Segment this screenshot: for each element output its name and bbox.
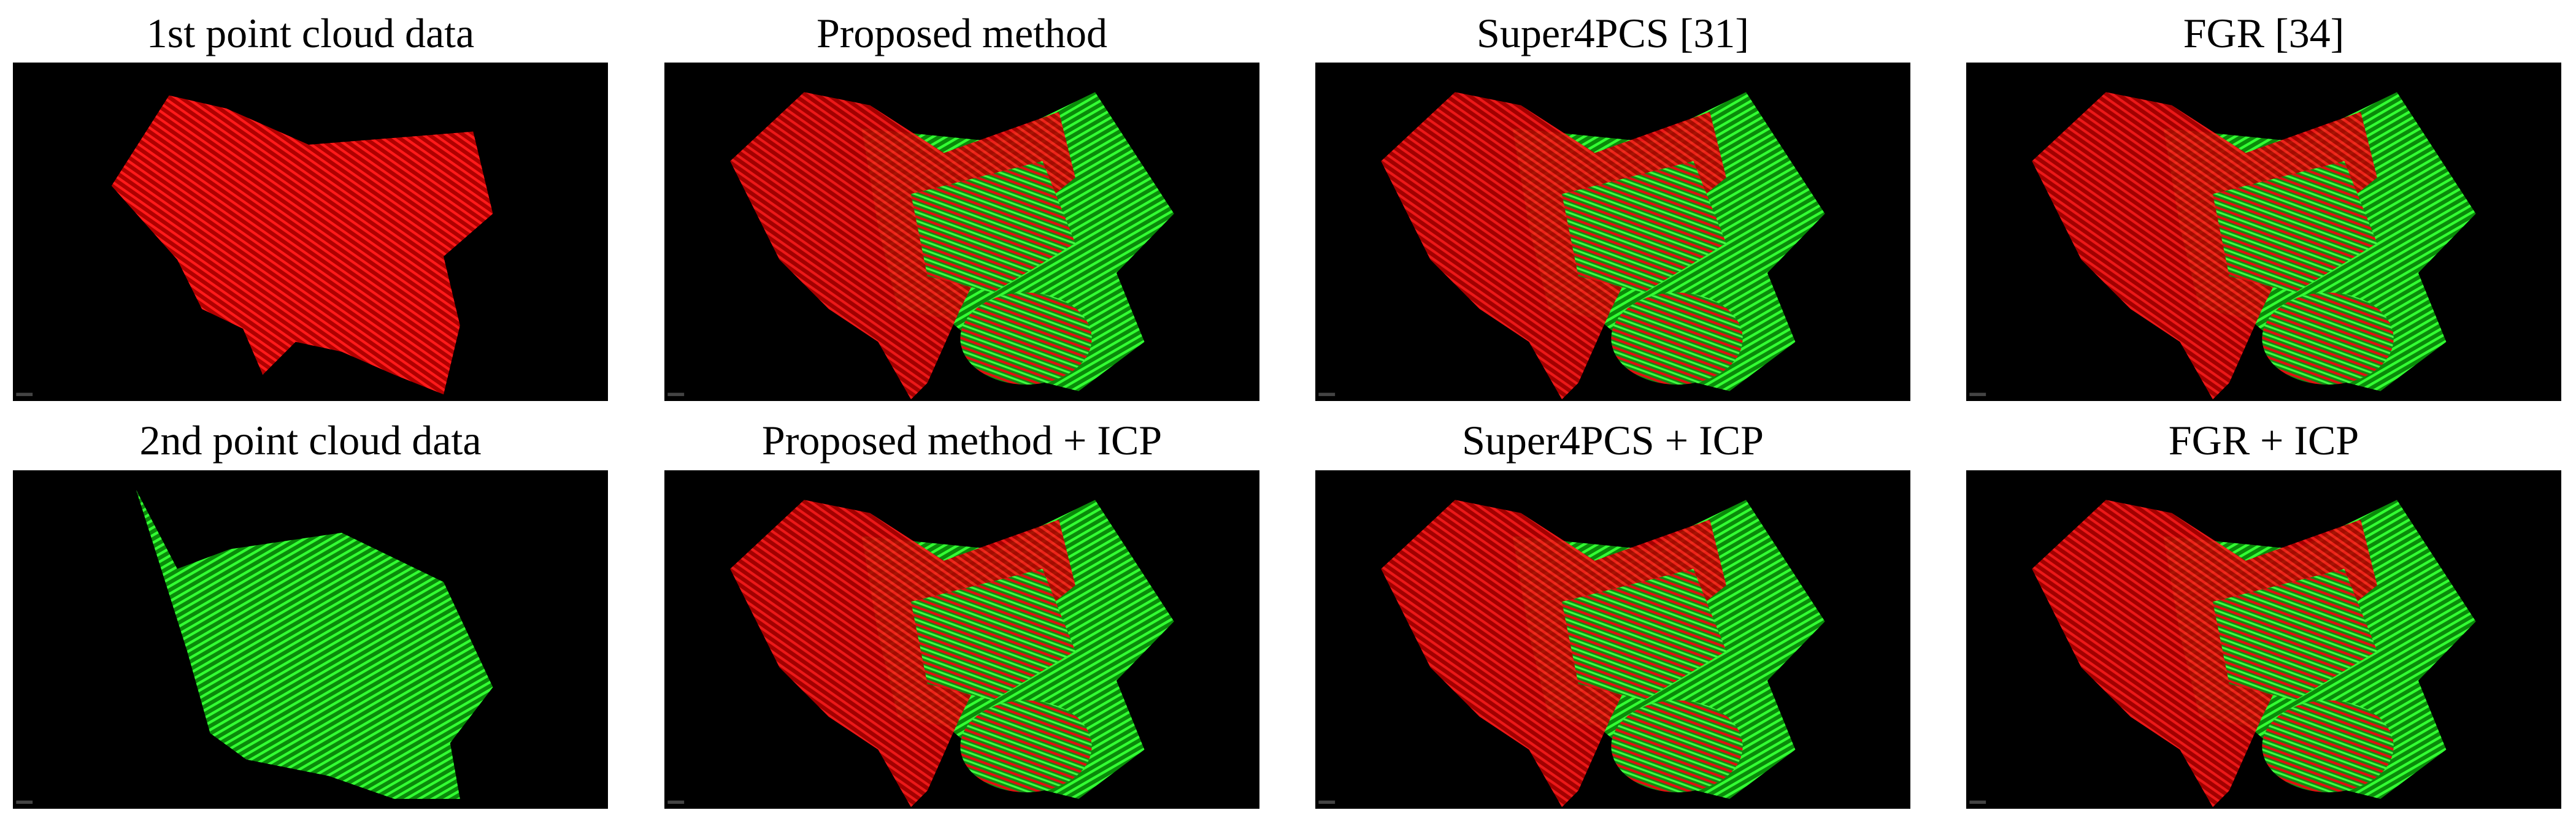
panel-title: Proposed method: [816, 10, 1108, 56]
point-cloud: [1315, 470, 1910, 809]
point-cloud: [664, 470, 1259, 809]
point-cloud: [1966, 63, 2561, 401]
point-cloud: [1966, 470, 2561, 809]
point-cloud-image: [1315, 63, 1910, 401]
point-cloud-image: [664, 63, 1259, 401]
panel-title: Proposed method + ICP: [761, 417, 1163, 464]
point-cloud: [1315, 63, 1910, 401]
point-cloud: [13, 63, 608, 401]
point-cloud: [13, 470, 608, 809]
panel-title: 1st point cloud data: [146, 10, 475, 56]
panel-title: Super4PCS + ICP: [1462, 417, 1764, 464]
point-cloud-image: [1315, 470, 1910, 809]
panel-title: FGR + ICP: [2168, 417, 2359, 464]
point-cloud-image: [13, 63, 608, 401]
point-cloud-image: [664, 470, 1259, 809]
point-cloud-image: [13, 470, 608, 809]
point-cloud: [664, 63, 1259, 401]
panel-title: Super4PCS [31]: [1477, 10, 1749, 56]
panel-title: 2nd point cloud data: [139, 417, 482, 464]
point-cloud-image: [1966, 63, 2561, 401]
panel-title: FGR [34]: [2183, 10, 2345, 56]
point-cloud-image: [1966, 470, 2561, 809]
